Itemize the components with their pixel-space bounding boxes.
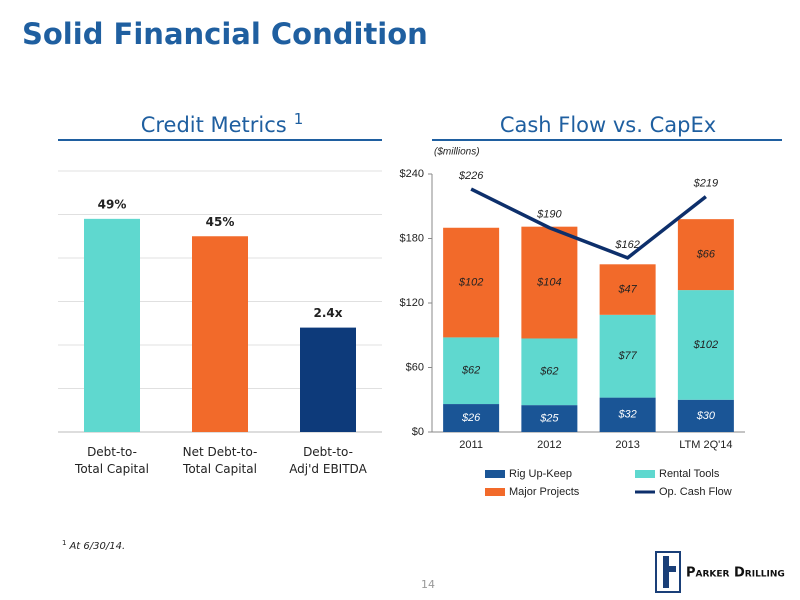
legend-label: Rental Tools [659,468,720,480]
page-number: 14 [421,578,435,591]
y-tick-label: $180 [400,232,424,244]
data-label: $66 [696,249,716,261]
logo-icon [655,551,681,593]
chart-title-text: Credit Metrics [141,113,287,137]
bar-segment [677,219,734,291]
data-label: $190 [536,209,562,221]
bar-segment [599,314,656,398]
x-tick-label: 2011 [459,439,483,451]
bar-segment [521,405,578,432]
data-label: $162 [614,239,639,251]
bar [84,218,140,432]
footnote: 1 At 6/30/14. [62,539,125,552]
line [470,187,707,260]
bar-segment [599,397,656,432]
logo-bar [663,566,676,572]
y-tick-label: $60 [406,361,424,373]
chart-title-superscript: 1 [294,110,304,128]
data-label: 49% [98,197,127,211]
data-label: $25 [539,412,559,424]
logo-text: Parker Drilling [686,566,785,581]
x-tick-label: 2012 [537,439,561,451]
x-tick-label: 2013 [615,439,639,451]
x-tick-label: Debt-to- Total Capital [75,445,149,476]
bar-segment [521,226,578,339]
bar-segment [521,338,578,406]
bar-segment [599,264,656,315]
bar-segment [443,337,500,405]
slide-title: Solid Financial Condition [22,17,428,51]
x-tick-label: Debt-to- Adj'd EBITDA [289,445,367,476]
data-label: $219 [693,177,718,189]
data-label: $26 [461,412,481,424]
data-label: $47 [617,283,637,295]
data-label: $226 [458,170,484,182]
legend-swatch [485,488,505,496]
bar [300,327,356,432]
bar-segment [443,404,500,432]
data-label: $32 [617,409,636,421]
legend-label: Rig Up-Keep [509,468,572,480]
legend-swatch [635,470,655,478]
x-tick-label: LTM 2Q'14 [679,439,732,451]
data-label: $104 [536,276,561,288]
data-label: $62 [539,366,558,378]
bar-segment [677,290,734,400]
x-tick-label: Net Debt-to- Total Capital [182,445,258,476]
y-tick-label: $120 [400,297,424,309]
footnote-text: At 6/30/14. [68,541,125,552]
bar-segment [443,227,500,338]
y-tick-label: $0 [412,426,424,438]
bar [192,236,248,432]
data-label: 45% [206,215,235,229]
legend-label: Major Projects [509,486,580,498]
chart-title: Cash Flow vs. CapEx [500,113,716,137]
footnote-marker: 1 [62,539,66,547]
chart-subtitle: ($millions) [434,147,480,158]
data-label: $62 [461,365,480,377]
bar-segment [677,399,734,432]
data-label: $77 [617,350,637,362]
y-tick-label: $240 [400,168,424,180]
data-label: $102 [458,276,483,288]
data-label: $30 [696,410,716,422]
legend-label: Op. Cash Flow [659,486,732,498]
legend-swatch [485,470,505,478]
data-label: 2.4x [314,306,343,320]
data-label: $102 [693,339,718,351]
chart-title: Credit Metrics 1 [141,110,304,138]
